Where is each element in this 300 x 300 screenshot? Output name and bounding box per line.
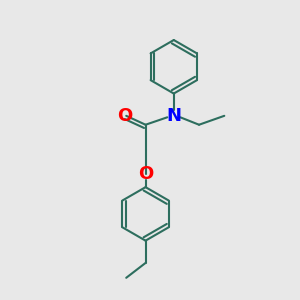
Text: O: O <box>138 165 153 183</box>
Text: O: O <box>117 107 132 125</box>
Text: N: N <box>166 107 181 125</box>
